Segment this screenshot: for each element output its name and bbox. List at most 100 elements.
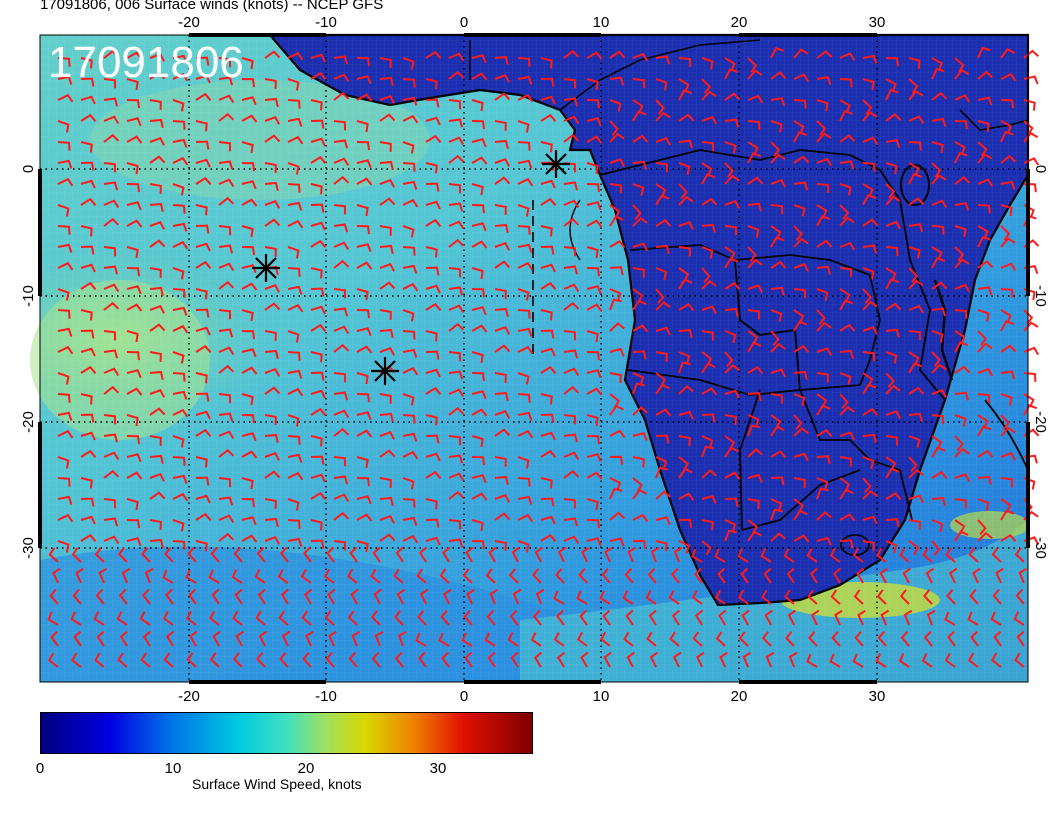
wind-barb (234, 588, 243, 605)
wind-barb (747, 414, 760, 428)
wind-barb (885, 57, 899, 67)
wind-barb (990, 652, 1002, 668)
wind-barb (117, 652, 128, 668)
wind-barb (885, 351, 898, 364)
wind-barb (379, 514, 395, 524)
wind-barb (609, 404, 624, 416)
wind-barb (954, 120, 968, 130)
wind-barb (103, 162, 117, 173)
wind-barb (862, 351, 876, 362)
wind-barb (770, 260, 787, 269)
wind-barb (701, 469, 717, 479)
wind-barb (908, 172, 922, 185)
wind-barb (586, 246, 599, 259)
wind-barb (218, 141, 232, 152)
wind-barb (540, 329, 555, 339)
wind-barb (144, 567, 154, 584)
wind-barb (563, 414, 577, 425)
wind-barb (57, 159, 73, 169)
wind-barb (402, 57, 415, 70)
wind-barb (327, 588, 336, 605)
wind-barb (931, 351, 941, 367)
wind-barb (195, 476, 210, 486)
wind-barb (586, 135, 603, 144)
wind-barb (241, 393, 254, 406)
wind-barb (954, 94, 971, 103)
wind-barb (425, 302, 442, 311)
wind-barb (931, 57, 943, 72)
wind-barb (264, 115, 280, 125)
wind-barb (241, 246, 255, 256)
wind-barb (448, 183, 462, 194)
wind-barb (678, 385, 694, 395)
wind-barb (740, 567, 749, 584)
wind-barb (908, 330, 922, 341)
wind-barb (1013, 611, 1025, 626)
wind-barb (494, 92, 511, 101)
wind-barb (908, 386, 925, 395)
wind-barb (908, 468, 924, 479)
wind-barb (103, 451, 120, 461)
wind-barb (241, 198, 258, 207)
wind-barb (50, 630, 59, 647)
wind-barb (310, 267, 323, 279)
wind-barb (540, 347, 556, 357)
wind-barb (793, 99, 807, 109)
wind-barb (402, 96, 418, 106)
wind-barb (172, 351, 185, 364)
wind-barb (441, 546, 451, 563)
wind-barb (563, 217, 580, 227)
wind-barb (724, 330, 737, 344)
wind-barb (80, 347, 96, 357)
wind-barb (977, 519, 987, 535)
asterisk-marker-icon (252, 150, 570, 385)
wind-barb (701, 305, 717, 315)
wind-barb (1000, 237, 1016, 248)
wind-barb (1023, 131, 1039, 143)
wind-barb (333, 241, 350, 251)
wind-barb (876, 589, 887, 605)
wind-barb (853, 589, 864, 605)
wind-barb (195, 74, 211, 84)
wind-barb (624, 567, 634, 584)
wind-barb (195, 288, 208, 300)
wind-barb (954, 365, 971, 374)
wind-barb (73, 630, 82, 647)
wind-barb (609, 215, 624, 227)
wind-barb (141, 547, 151, 563)
wind-barb (393, 568, 404, 584)
wind-barb (793, 509, 808, 521)
wind-barb (632, 299, 647, 311)
wind-barb (770, 330, 780, 346)
wind-barb (303, 546, 312, 563)
wind-barb (622, 590, 634, 605)
wind-barb (701, 223, 716, 233)
wind-barb (1000, 344, 1017, 353)
wind-barb (908, 78, 919, 94)
wind-barb (678, 540, 691, 554)
wind-barb (264, 283, 280, 293)
wind-barb (149, 472, 165, 482)
wind-barb (494, 307, 509, 318)
wind-barb (944, 653, 956, 668)
wind-barb (264, 367, 280, 377)
wind-barb (885, 113, 902, 122)
wind-barb (310, 53, 326, 63)
wind-barb (701, 279, 717, 290)
wind-barb (724, 174, 740, 185)
wind-barb (195, 204, 208, 216)
wind-barb (517, 177, 534, 187)
wind-barb (464, 651, 473, 668)
wind-barb (241, 180, 257, 190)
wind-barb (701, 519, 714, 531)
wind-barb (287, 183, 301, 193)
wind-barb (195, 176, 212, 185)
wind-barb (931, 330, 944, 343)
wind-barb (356, 120, 369, 133)
wind-barb (1000, 477, 1014, 488)
wind-barb (563, 246, 577, 257)
wind-barb (195, 56, 210, 66)
wind-barb (241, 366, 258, 375)
wind-barb (563, 330, 577, 341)
